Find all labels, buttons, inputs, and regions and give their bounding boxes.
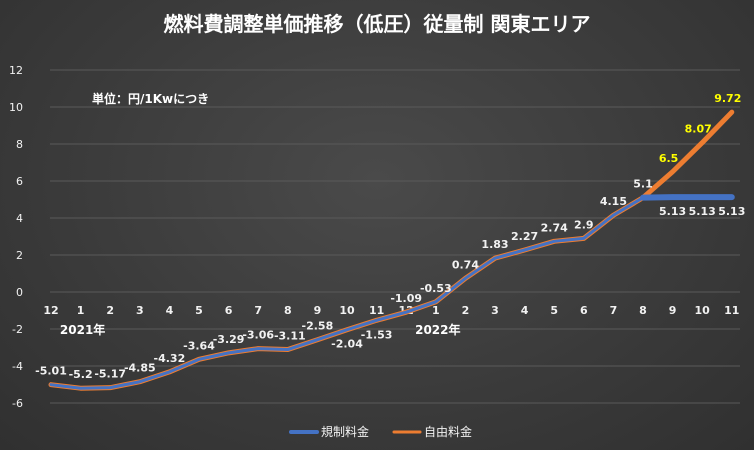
y-tick-label: 4 — [16, 212, 23, 225]
x-tick-label: 3 — [136, 304, 144, 317]
y-tick-label: 0 — [16, 286, 23, 299]
year-label: 2022年 — [415, 322, 460, 337]
y-tick-label: 8 — [16, 138, 23, 151]
data-label-free: 9.72 — [714, 92, 741, 105]
x-tick-label: 8 — [639, 304, 647, 317]
data-label-regulated: 2.27 — [511, 230, 538, 243]
legend: 規制料金 自由料金 — [289, 424, 472, 439]
x-tick-label: 6 — [580, 304, 588, 317]
series-line-regulated — [49, 195, 734, 390]
data-label-regulated: -5.17 — [94, 368, 126, 381]
data-label-free: 8.07 — [685, 123, 712, 136]
x-tick-label: 7 — [254, 304, 262, 317]
x-tick-label: 11 — [724, 304, 739, 317]
x-tick-label: 3 — [491, 304, 499, 317]
data-label-regulated: -3.64 — [183, 339, 215, 352]
x-tick-label: 6 — [225, 304, 233, 317]
x-tick-label: 11 — [369, 304, 384, 317]
year-label: 2021年 — [60, 322, 105, 337]
y-axis-ticks: -6 -4 -2 0 2 4 6 8 10 12 — [9, 64, 23, 410]
x-tick-label: 4 — [521, 304, 529, 317]
legend-label: 自由料金 — [424, 424, 472, 439]
data-label-regulated: -4.32 — [154, 352, 186, 365]
data-label-regulated: 5.13 — [718, 205, 745, 218]
year-labels: 2021年 2022年 — [60, 322, 461, 337]
y-tick-label: 12 — [9, 64, 23, 77]
data-label-regulated: -3.29 — [213, 333, 245, 346]
data-label-regulated: -2.58 — [302, 320, 334, 333]
unit-note: 単位：円/1Kwにつき — [92, 91, 209, 106]
x-tick-label: 10 — [695, 304, 711, 317]
x-tick-label: 2 — [106, 304, 114, 317]
legend-label: 規制料金 — [321, 424, 369, 439]
x-tick-label: 2 — [462, 304, 470, 317]
series-line-free — [48, 109, 735, 391]
y-tick-label: 6 — [16, 175, 23, 188]
x-tick-label: 5 — [550, 304, 558, 317]
y-tick-label: -4 — [12, 360, 23, 373]
x-tick-label: 9 — [669, 304, 677, 317]
series-lines — [48, 109, 735, 391]
data-label-regulated: 2.9 — [574, 218, 594, 231]
x-tick-label: 5 — [195, 304, 203, 317]
x-tick-label: 8 — [284, 304, 292, 317]
data-label-regulated: -1.09 — [390, 292, 422, 305]
x-tick-label: 1 — [77, 304, 85, 317]
x-tick-label: 7 — [610, 304, 618, 317]
chart-title: 燃料費調整単価推移（低圧）従量制 関東エリア — [164, 12, 591, 36]
y-tick-label: 2 — [16, 249, 23, 262]
data-label-regulated: 2.74 — [541, 221, 568, 234]
data-label-regulated: -3.06 — [242, 329, 274, 342]
data-label-regulated: -1.53 — [361, 328, 393, 341]
data-label-regulated: -4.85 — [124, 362, 156, 375]
x-tick-label: 4 — [166, 304, 174, 317]
data-label-regulated: -2.04 — [331, 338, 363, 351]
series-line-regulated-flat — [640, 194, 735, 201]
x-tick-label: 10 — [339, 304, 355, 317]
data-label-regulated: -5.2 — [69, 368, 93, 381]
data-label-regulated: 1.83 — [481, 238, 508, 251]
x-tick-label: 12 — [43, 304, 58, 317]
data-label-regulated: 5.13 — [659, 205, 686, 218]
data-label-regulated: -0.53 — [420, 282, 452, 295]
data-label-free: 6.5 — [659, 152, 679, 165]
x-tick-label: 9 — [314, 304, 322, 317]
gridlines — [50, 69, 740, 404]
y-tick-label: 10 — [9, 101, 23, 114]
y-tick-label: -2 — [12, 323, 23, 336]
y-tick-label: -6 — [12, 397, 23, 410]
data-label-regulated: 5.13 — [689, 205, 716, 218]
x-tick-label: 1 — [432, 304, 440, 317]
data-labels: -5.01 -5.2 -5.17-4.85-4.32-3.64-3.29-3.06-… — [35, 92, 745, 381]
x-axis-ticks: 12 1 2 3 4 5 6 7 8 9 10 11 12 1 2 3 4 5 6 7 8 9 10 11 — [43, 304, 739, 317]
data-label-regulated: 5.1 — [633, 178, 653, 191]
data-label-regulated: 4.15 — [600, 195, 627, 208]
data-label-regulated: -5.01 — [35, 365, 67, 378]
data-label-regulated: -3.11 — [274, 330, 306, 343]
data-label-regulated: 0.74 — [452, 258, 479, 271]
